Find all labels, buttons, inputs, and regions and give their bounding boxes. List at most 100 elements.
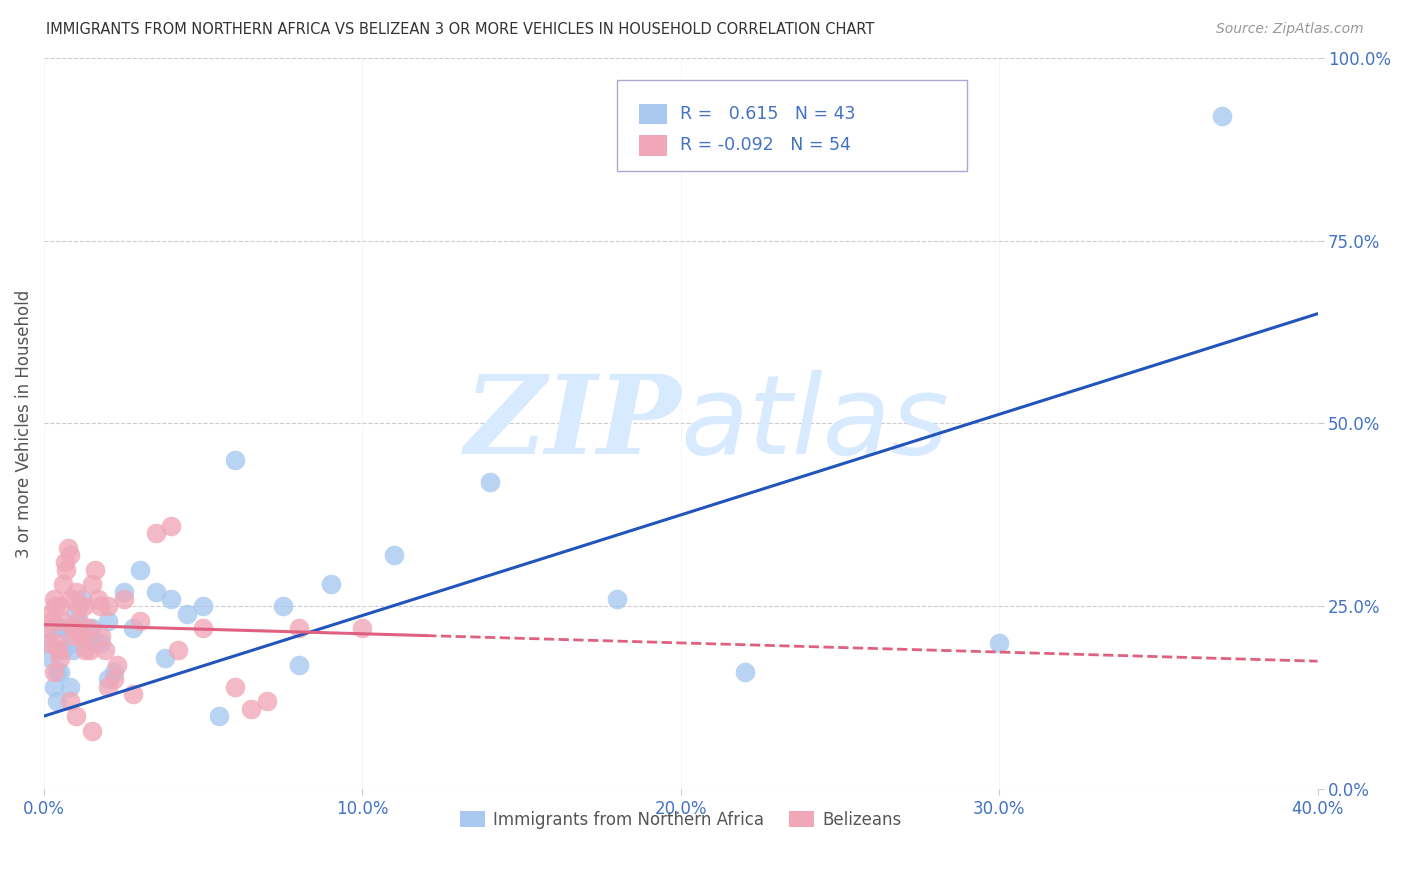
Point bbox=[52, 643, 75, 657]
Point bbox=[79, 643, 101, 657]
Point bbox=[84, 636, 107, 650]
Point bbox=[55, 563, 77, 577]
FancyBboxPatch shape bbox=[617, 79, 967, 171]
Point bbox=[80, 723, 103, 738]
Point bbox=[145, 584, 167, 599]
Point bbox=[52, 577, 75, 591]
Text: R =   0.615   N = 43: R = 0.615 N = 43 bbox=[679, 105, 855, 123]
Point bbox=[80, 621, 103, 635]
Point bbox=[1211, 109, 1233, 123]
Point bbox=[240, 702, 263, 716]
Point bbox=[122, 621, 145, 635]
Text: Source: ZipAtlas.com: Source: ZipAtlas.com bbox=[1216, 22, 1364, 37]
Point bbox=[56, 541, 79, 555]
Point bbox=[103, 665, 125, 680]
Point bbox=[112, 592, 135, 607]
Point bbox=[606, 592, 628, 607]
Point bbox=[37, 636, 59, 650]
Point bbox=[97, 680, 120, 694]
Point bbox=[65, 607, 87, 621]
Point bbox=[271, 599, 294, 614]
Point bbox=[193, 599, 215, 614]
Point bbox=[45, 694, 67, 708]
Point bbox=[58, 548, 80, 562]
Point bbox=[42, 592, 65, 607]
Text: atlas: atlas bbox=[681, 370, 949, 477]
Point bbox=[97, 673, 120, 687]
Point bbox=[62, 643, 84, 657]
Point bbox=[93, 643, 115, 657]
Point bbox=[45, 665, 67, 680]
Point bbox=[60, 592, 83, 607]
Point bbox=[41, 614, 63, 628]
Point bbox=[75, 621, 97, 635]
Point bbox=[48, 643, 70, 657]
Point bbox=[145, 526, 167, 541]
Point bbox=[67, 614, 90, 628]
Point bbox=[45, 636, 67, 650]
Point bbox=[176, 607, 198, 621]
Point bbox=[75, 643, 97, 657]
Point bbox=[208, 709, 231, 723]
Point bbox=[256, 694, 278, 708]
Point bbox=[84, 563, 107, 577]
Point bbox=[51, 614, 73, 628]
Point bbox=[90, 629, 112, 643]
Point bbox=[105, 657, 128, 672]
Point bbox=[319, 577, 342, 591]
Point bbox=[72, 629, 94, 643]
Point bbox=[352, 621, 374, 635]
Point bbox=[53, 556, 76, 570]
Point bbox=[160, 592, 183, 607]
Point bbox=[153, 650, 176, 665]
Text: ZIP: ZIP bbox=[464, 369, 681, 477]
Point bbox=[72, 592, 94, 607]
Point bbox=[224, 680, 246, 694]
Point bbox=[288, 621, 311, 635]
Point bbox=[112, 584, 135, 599]
Point bbox=[128, 563, 150, 577]
Point bbox=[166, 643, 188, 657]
Point bbox=[65, 709, 87, 723]
Point bbox=[49, 665, 72, 680]
Point bbox=[122, 687, 145, 701]
Y-axis label: 3 or more Vehicles in Household: 3 or more Vehicles in Household bbox=[15, 289, 32, 558]
Point bbox=[224, 453, 246, 467]
Point bbox=[65, 584, 87, 599]
Point bbox=[66, 614, 89, 628]
Point bbox=[160, 519, 183, 533]
Point bbox=[62, 621, 84, 635]
Text: R = -0.092   N = 54: R = -0.092 N = 54 bbox=[679, 136, 851, 154]
Point bbox=[39, 607, 62, 621]
Point bbox=[42, 680, 65, 694]
Point bbox=[67, 599, 90, 614]
Legend: Immigrants from Northern Africa, Belizeans: Immigrants from Northern Africa, Belizea… bbox=[453, 805, 908, 836]
Point bbox=[49, 621, 72, 635]
Point bbox=[38, 636, 60, 650]
Text: IMMIGRANTS FROM NORTHERN AFRICA VS BELIZEAN 3 OR MORE VEHICLES IN HOUSEHOLD CORR: IMMIGRANTS FROM NORTHERN AFRICA VS BELIZ… bbox=[46, 22, 875, 37]
Point bbox=[63, 629, 86, 643]
Point bbox=[42, 665, 65, 680]
Point bbox=[97, 614, 120, 628]
Point bbox=[44, 599, 66, 614]
Point bbox=[58, 694, 80, 708]
Point bbox=[128, 614, 150, 628]
Point bbox=[37, 621, 59, 635]
Point bbox=[193, 621, 215, 635]
Point bbox=[478, 475, 501, 489]
Point bbox=[80, 577, 103, 591]
Point bbox=[382, 548, 405, 562]
Point bbox=[734, 665, 756, 680]
Point bbox=[77, 629, 100, 643]
Point bbox=[97, 599, 120, 614]
Point bbox=[58, 636, 80, 650]
Point bbox=[49, 650, 72, 665]
Point bbox=[73, 599, 96, 614]
Point bbox=[42, 621, 65, 635]
Point bbox=[69, 629, 91, 643]
Point bbox=[49, 599, 72, 614]
Point bbox=[39, 650, 62, 665]
Point bbox=[58, 680, 80, 694]
Bar bbox=[638, 103, 666, 124]
Point bbox=[55, 621, 77, 635]
